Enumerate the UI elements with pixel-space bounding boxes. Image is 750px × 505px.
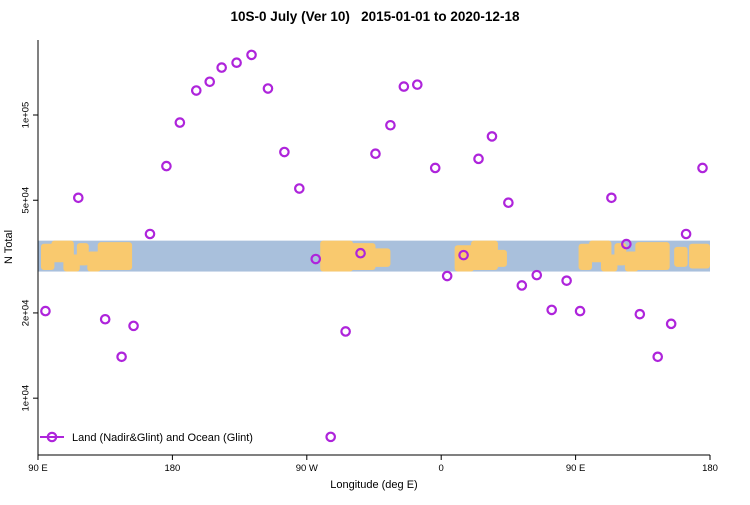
data-point[interactable] — [216, 62, 227, 73]
data-point[interactable] — [398, 81, 410, 92]
x-tick-label: 180 — [164, 463, 180, 474]
map-land-patch — [578, 243, 593, 271]
map-land-patch — [494, 249, 507, 267]
data-point[interactable] — [634, 308, 646, 320]
data-point[interactable] — [325, 431, 336, 443]
data-point[interactable] — [473, 153, 484, 165]
data-point[interactable] — [385, 119, 396, 131]
data-point[interactable] — [531, 269, 543, 281]
data-point[interactable] — [606, 192, 617, 204]
data-point[interactable] — [190, 85, 202, 96]
data-point[interactable] — [412, 79, 423, 90]
data-point[interactable] — [516, 280, 528, 291]
y-tick-label: 5e+04 — [21, 187, 32, 214]
legend: Land (Nadir&Glint) and Ocean (Glint) — [40, 431, 253, 444]
data-point[interactable] — [652, 351, 664, 363]
data-point[interactable] — [486, 131, 498, 142]
data-point[interactable] — [279, 146, 290, 158]
data-point[interactable] — [621, 238, 632, 250]
legend-marker-point — [46, 431, 58, 443]
points-layer — [40, 49, 708, 443]
data-point[interactable] — [204, 76, 216, 88]
map-land-patch — [689, 243, 710, 269]
data-point[interactable] — [310, 253, 322, 265]
map-land-patch — [63, 254, 80, 272]
map-land-patch — [320, 240, 354, 272]
map-land-patch — [674, 246, 688, 267]
data-point[interactable] — [174, 117, 186, 128]
legend-label: Land (Nadir&Glint) and Ocean (Glint) — [72, 432, 253, 444]
y-tick-label: 1e+05 — [21, 102, 32, 129]
chart-title: 10S-0 July (Ver 10) 2015-01-01 to 2020-1… — [230, 9, 520, 24]
data-point[interactable] — [429, 162, 441, 174]
data-point[interactable] — [503, 197, 514, 209]
map-land-patch — [40, 243, 55, 271]
x-axis-title: Longitude (deg E) — [330, 479, 417, 491]
x-tick-label: 90 E — [566, 463, 586, 474]
map-land-patch — [614, 243, 627, 266]
data-point[interactable] — [73, 192, 84, 204]
data-point[interactable] — [546, 304, 558, 316]
map-land-patch — [624, 251, 639, 272]
x-tick-label: 90 W — [296, 463, 318, 474]
map-land-patch — [97, 242, 133, 271]
axes-layer: 90 E 180 90 W 0 90 E 180 1e+05 5e+04 2e+04 1e+04 — [21, 40, 718, 474]
data-point[interactable] — [458, 249, 469, 261]
y-tick-label: 2e+04 — [21, 300, 32, 327]
map-land-patch — [372, 248, 391, 267]
data-point[interactable] — [294, 183, 305, 194]
data-point[interactable] — [355, 247, 366, 259]
x-tick-label: 180 — [702, 463, 718, 474]
y-tick-label: 1e+04 — [21, 385, 32, 412]
data-point[interactable] — [574, 305, 586, 317]
data-point[interactable] — [144, 228, 156, 240]
map-band-layer — [38, 240, 710, 272]
data-point[interactable] — [161, 160, 172, 172]
data-point[interactable] — [340, 326, 351, 337]
data-point[interactable] — [231, 57, 242, 68]
map-land-patch — [471, 240, 498, 271]
x-tick-label: 90 E — [28, 463, 48, 474]
x-tick-label: 0 — [439, 463, 444, 474]
map-land-patch — [87, 251, 101, 272]
data-point[interactable] — [665, 318, 677, 330]
y-axis-title: N Total — [3, 230, 15, 264]
data-point[interactable] — [262, 83, 274, 94]
data-point[interactable] — [370, 148, 381, 159]
data-point[interactable] — [441, 270, 453, 282]
data-point[interactable] — [697, 162, 708, 174]
data-point[interactable] — [680, 228, 692, 240]
map-land-patch — [76, 243, 89, 266]
data-point[interactable] — [561, 275, 572, 286]
data-point[interactable] — [128, 320, 139, 332]
data-point[interactable] — [99, 313, 111, 325]
data-point[interactable] — [116, 351, 127, 363]
data-point[interactable] — [40, 305, 51, 317]
map-land-patch — [635, 242, 670, 271]
data-point[interactable] — [246, 49, 257, 61]
map-land-patch — [600, 254, 618, 272]
